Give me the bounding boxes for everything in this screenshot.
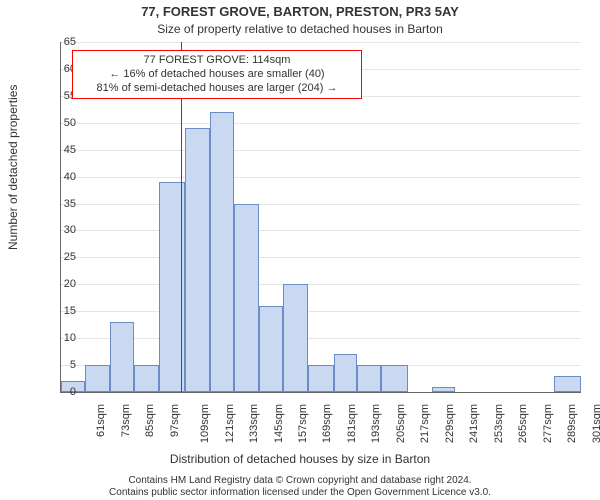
x-tick-label: 229sqm bbox=[444, 404, 456, 443]
chart-title: 77, FOREST GROVE, BARTON, PRESTON, PR3 5… bbox=[0, 4, 600, 19]
footer-line-2: Contains public sector information licen… bbox=[0, 487, 600, 499]
histogram-bar bbox=[259, 306, 283, 392]
x-tick-label: 217sqm bbox=[419, 404, 431, 443]
histogram-bar bbox=[85, 365, 109, 392]
histogram-bar bbox=[185, 128, 209, 392]
annotation-line-2: ← 16% of detached houses are smaller (40… bbox=[79, 68, 355, 82]
annotation-box: 77 FOREST GROVE: 114sqm ← 16% of detache… bbox=[72, 50, 362, 99]
grid-line bbox=[61, 230, 581, 231]
x-tick-label: 193sqm bbox=[371, 404, 383, 443]
annotation-line-1: 77 FOREST GROVE: 114sqm bbox=[79, 54, 355, 68]
x-tick-label: 133sqm bbox=[248, 404, 260, 443]
grid-line bbox=[61, 311, 581, 312]
x-tick-label: 265sqm bbox=[517, 404, 529, 443]
x-tick-label: 301sqm bbox=[591, 404, 600, 443]
y-tick-label: 15 bbox=[46, 305, 76, 317]
histogram-bar bbox=[381, 365, 408, 392]
x-tick-label: 121sqm bbox=[224, 404, 236, 443]
histogram-bar bbox=[134, 365, 158, 392]
y-tick-label: 5 bbox=[46, 359, 76, 371]
x-tick-label: 205sqm bbox=[395, 404, 407, 443]
x-tick-label: 277sqm bbox=[542, 404, 554, 443]
x-axis-label: Distribution of detached houses by size … bbox=[0, 452, 600, 466]
histogram-bar bbox=[554, 376, 581, 392]
x-tick-label: 109sqm bbox=[199, 404, 211, 443]
histogram-bar bbox=[357, 365, 381, 392]
grid-line bbox=[61, 204, 581, 205]
histogram-bar bbox=[234, 204, 258, 392]
y-tick-label: 20 bbox=[46, 278, 76, 290]
x-tick-label: 289sqm bbox=[566, 404, 578, 443]
x-tick-label: 73sqm bbox=[120, 404, 132, 437]
y-tick-label: 45 bbox=[46, 144, 76, 156]
x-tick-label: 181sqm bbox=[346, 404, 358, 443]
histogram-bar bbox=[210, 112, 234, 392]
y-tick-label: 65 bbox=[46, 36, 76, 48]
y-axis-label: Number of detached properties bbox=[6, 85, 20, 250]
x-tick-label: 145sqm bbox=[273, 404, 285, 443]
y-tick-label: 30 bbox=[46, 224, 76, 236]
chart-container: { "title": "77, FOREST GROVE, BARTON, PR… bbox=[0, 0, 600, 500]
grid-line bbox=[61, 150, 581, 151]
chart-subtitle: Size of property relative to detached ho… bbox=[0, 22, 600, 36]
y-tick-label: 10 bbox=[46, 332, 76, 344]
grid-line bbox=[61, 257, 581, 258]
y-tick-label: 25 bbox=[46, 251, 76, 263]
grid-line bbox=[61, 177, 581, 178]
histogram-bar bbox=[334, 354, 356, 392]
histogram-bar bbox=[283, 284, 307, 392]
grid-line bbox=[61, 284, 581, 285]
grid-line bbox=[61, 42, 581, 43]
footer: Contains HM Land Registry data © Crown c… bbox=[0, 475, 600, 498]
annotation-line-3: 81% of semi-detached houses are larger (… bbox=[79, 82, 355, 96]
histogram-bar bbox=[308, 365, 335, 392]
x-tick-label: 61sqm bbox=[95, 404, 107, 437]
histogram-bar bbox=[110, 322, 134, 392]
x-tick-label: 157sqm bbox=[297, 404, 309, 443]
y-tick-label: 0 bbox=[46, 386, 76, 398]
y-tick-label: 50 bbox=[46, 117, 76, 129]
x-tick-label: 253sqm bbox=[493, 404, 505, 443]
y-tick-label: 35 bbox=[46, 198, 76, 210]
footer-line-1: Contains HM Land Registry data © Crown c… bbox=[0, 475, 600, 487]
histogram-bar bbox=[432, 387, 454, 392]
y-tick-label: 40 bbox=[46, 171, 76, 183]
x-tick-label: 241sqm bbox=[468, 404, 480, 443]
x-tick-label: 169sqm bbox=[322, 404, 334, 443]
x-tick-label: 85sqm bbox=[144, 404, 156, 437]
x-tick-label: 97sqm bbox=[169, 404, 181, 437]
grid-line bbox=[61, 123, 581, 124]
grid-line bbox=[61, 338, 581, 339]
